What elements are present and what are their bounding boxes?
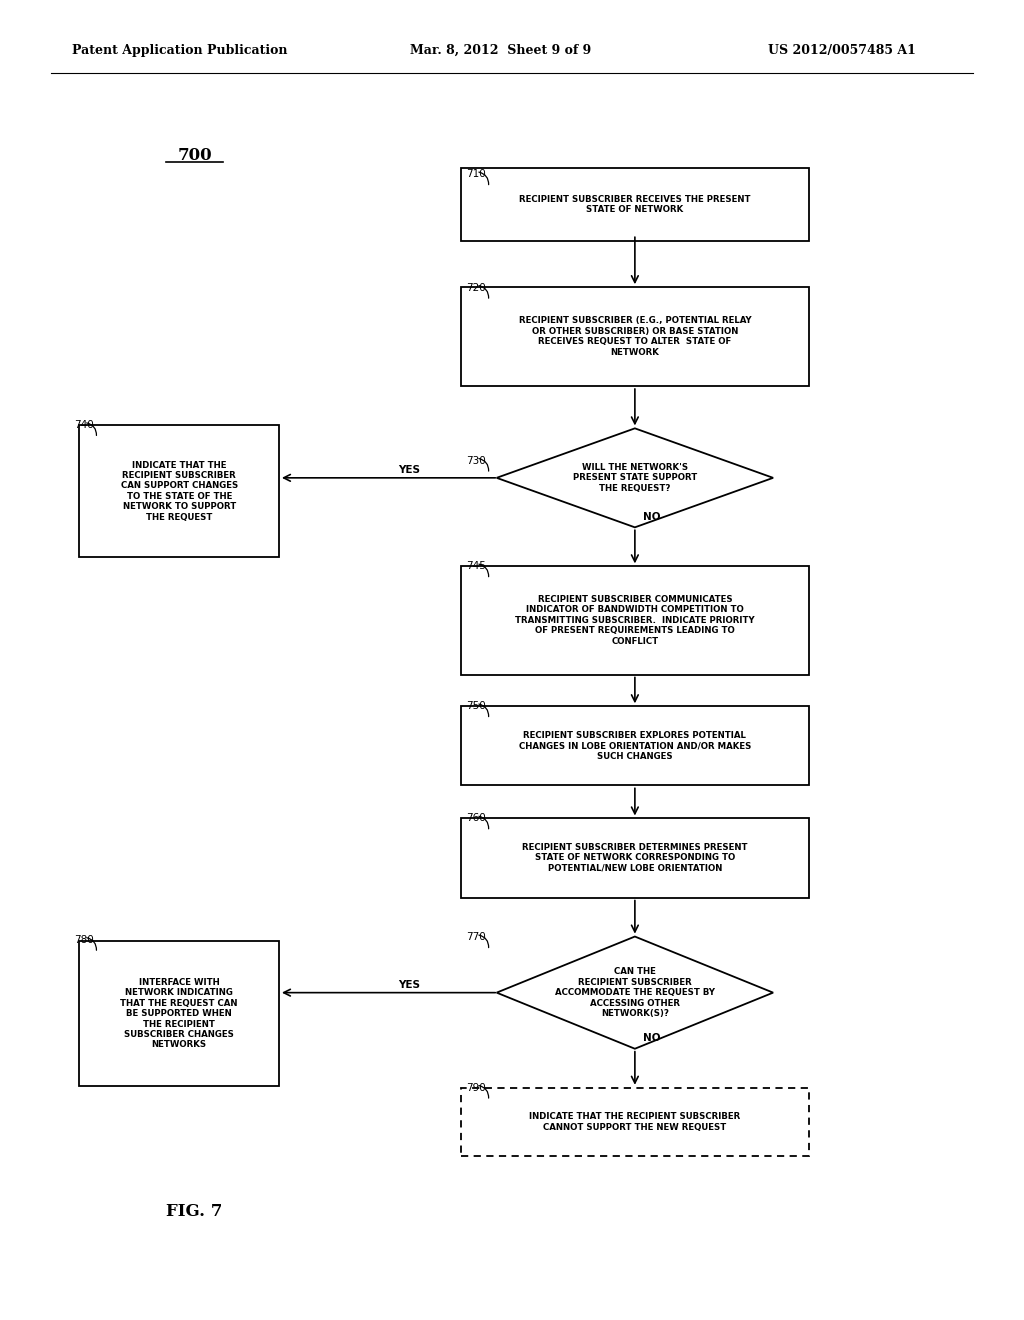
- Text: 710: 710: [466, 169, 485, 180]
- Text: 760: 760: [466, 813, 485, 824]
- Text: 730: 730: [466, 455, 485, 466]
- Text: NO: NO: [643, 1032, 660, 1043]
- Text: Patent Application Publication: Patent Application Publication: [72, 44, 287, 57]
- FancyBboxPatch shape: [79, 425, 279, 557]
- FancyBboxPatch shape: [461, 818, 809, 898]
- Polygon shape: [497, 428, 773, 527]
- FancyBboxPatch shape: [461, 168, 809, 242]
- Polygon shape: [497, 937, 773, 1048]
- Text: 770: 770: [466, 932, 485, 942]
- Text: INDICATE THAT THE
RECIPIENT SUBSCRIBER
CAN SUPPORT CHANGES
TO THE STATE OF THE
N: INDICATE THAT THE RECIPIENT SUBSCRIBER C…: [121, 461, 238, 521]
- FancyBboxPatch shape: [79, 941, 279, 1086]
- Text: 700: 700: [177, 148, 212, 164]
- Text: 740: 740: [74, 420, 93, 430]
- Text: YES: YES: [398, 979, 421, 990]
- Text: NO: NO: [643, 512, 660, 523]
- Text: US 2012/0057485 A1: US 2012/0057485 A1: [768, 44, 915, 57]
- Text: RECIPIENT SUBSCRIBER RECEIVES THE PRESENT
STATE OF NETWORK: RECIPIENT SUBSCRIBER RECEIVES THE PRESEN…: [519, 195, 751, 214]
- Text: Mar. 8, 2012  Sheet 9 of 9: Mar. 8, 2012 Sheet 9 of 9: [410, 44, 591, 57]
- Text: FIG. 7: FIG. 7: [166, 1204, 223, 1220]
- Text: 780: 780: [74, 935, 93, 945]
- FancyBboxPatch shape: [461, 706, 809, 785]
- Text: 720: 720: [466, 282, 485, 293]
- FancyBboxPatch shape: [461, 566, 809, 675]
- Text: INTERFACE WITH
NETWORK INDICATING
THAT THE REQUEST CAN
BE SUPPORTED WHEN
THE REC: INTERFACE WITH NETWORK INDICATING THAT T…: [121, 978, 238, 1049]
- Text: WILL THE NETWORK'S
PRESENT STATE SUPPORT
THE REQUEST?: WILL THE NETWORK'S PRESENT STATE SUPPORT…: [572, 463, 697, 492]
- Text: 750: 750: [466, 701, 485, 711]
- Text: RECIPIENT SUBSCRIBER EXPLORES POTENTIAL
CHANGES IN LOBE ORIENTATION AND/OR MAKES: RECIPIENT SUBSCRIBER EXPLORES POTENTIAL …: [519, 731, 751, 760]
- Text: INDICATE THAT THE RECIPIENT SUBSCRIBER
CANNOT SUPPORT THE NEW REQUEST: INDICATE THAT THE RECIPIENT SUBSCRIBER C…: [529, 1113, 740, 1131]
- Text: RECIPIENT SUBSCRIBER DETERMINES PRESENT
STATE OF NETWORK CORRESPONDING TO
POTENT: RECIPIENT SUBSCRIBER DETERMINES PRESENT …: [522, 843, 748, 873]
- Text: YES: YES: [398, 465, 421, 475]
- Text: RECIPIENT SUBSCRIBER (E.G., POTENTIAL RELAY
OR OTHER SUBSCRIBER) OR BASE STATION: RECIPIENT SUBSCRIBER (E.G., POTENTIAL RE…: [518, 317, 752, 356]
- FancyBboxPatch shape: [461, 1088, 809, 1156]
- Text: RECIPIENT SUBSCRIBER COMMUNICATES
INDICATOR OF BANDWIDTH COMPETITION TO
TRANSMIT: RECIPIENT SUBSCRIBER COMMUNICATES INDICA…: [515, 595, 755, 645]
- Text: CAN THE
RECIPIENT SUBSCRIBER
ACCOMMODATE THE REQUEST BY
ACCESSING OTHER
NETWORK(: CAN THE RECIPIENT SUBSCRIBER ACCOMMODATE…: [555, 968, 715, 1018]
- Text: 790: 790: [466, 1082, 485, 1093]
- FancyBboxPatch shape: [461, 288, 809, 385]
- Text: 745: 745: [466, 561, 485, 572]
